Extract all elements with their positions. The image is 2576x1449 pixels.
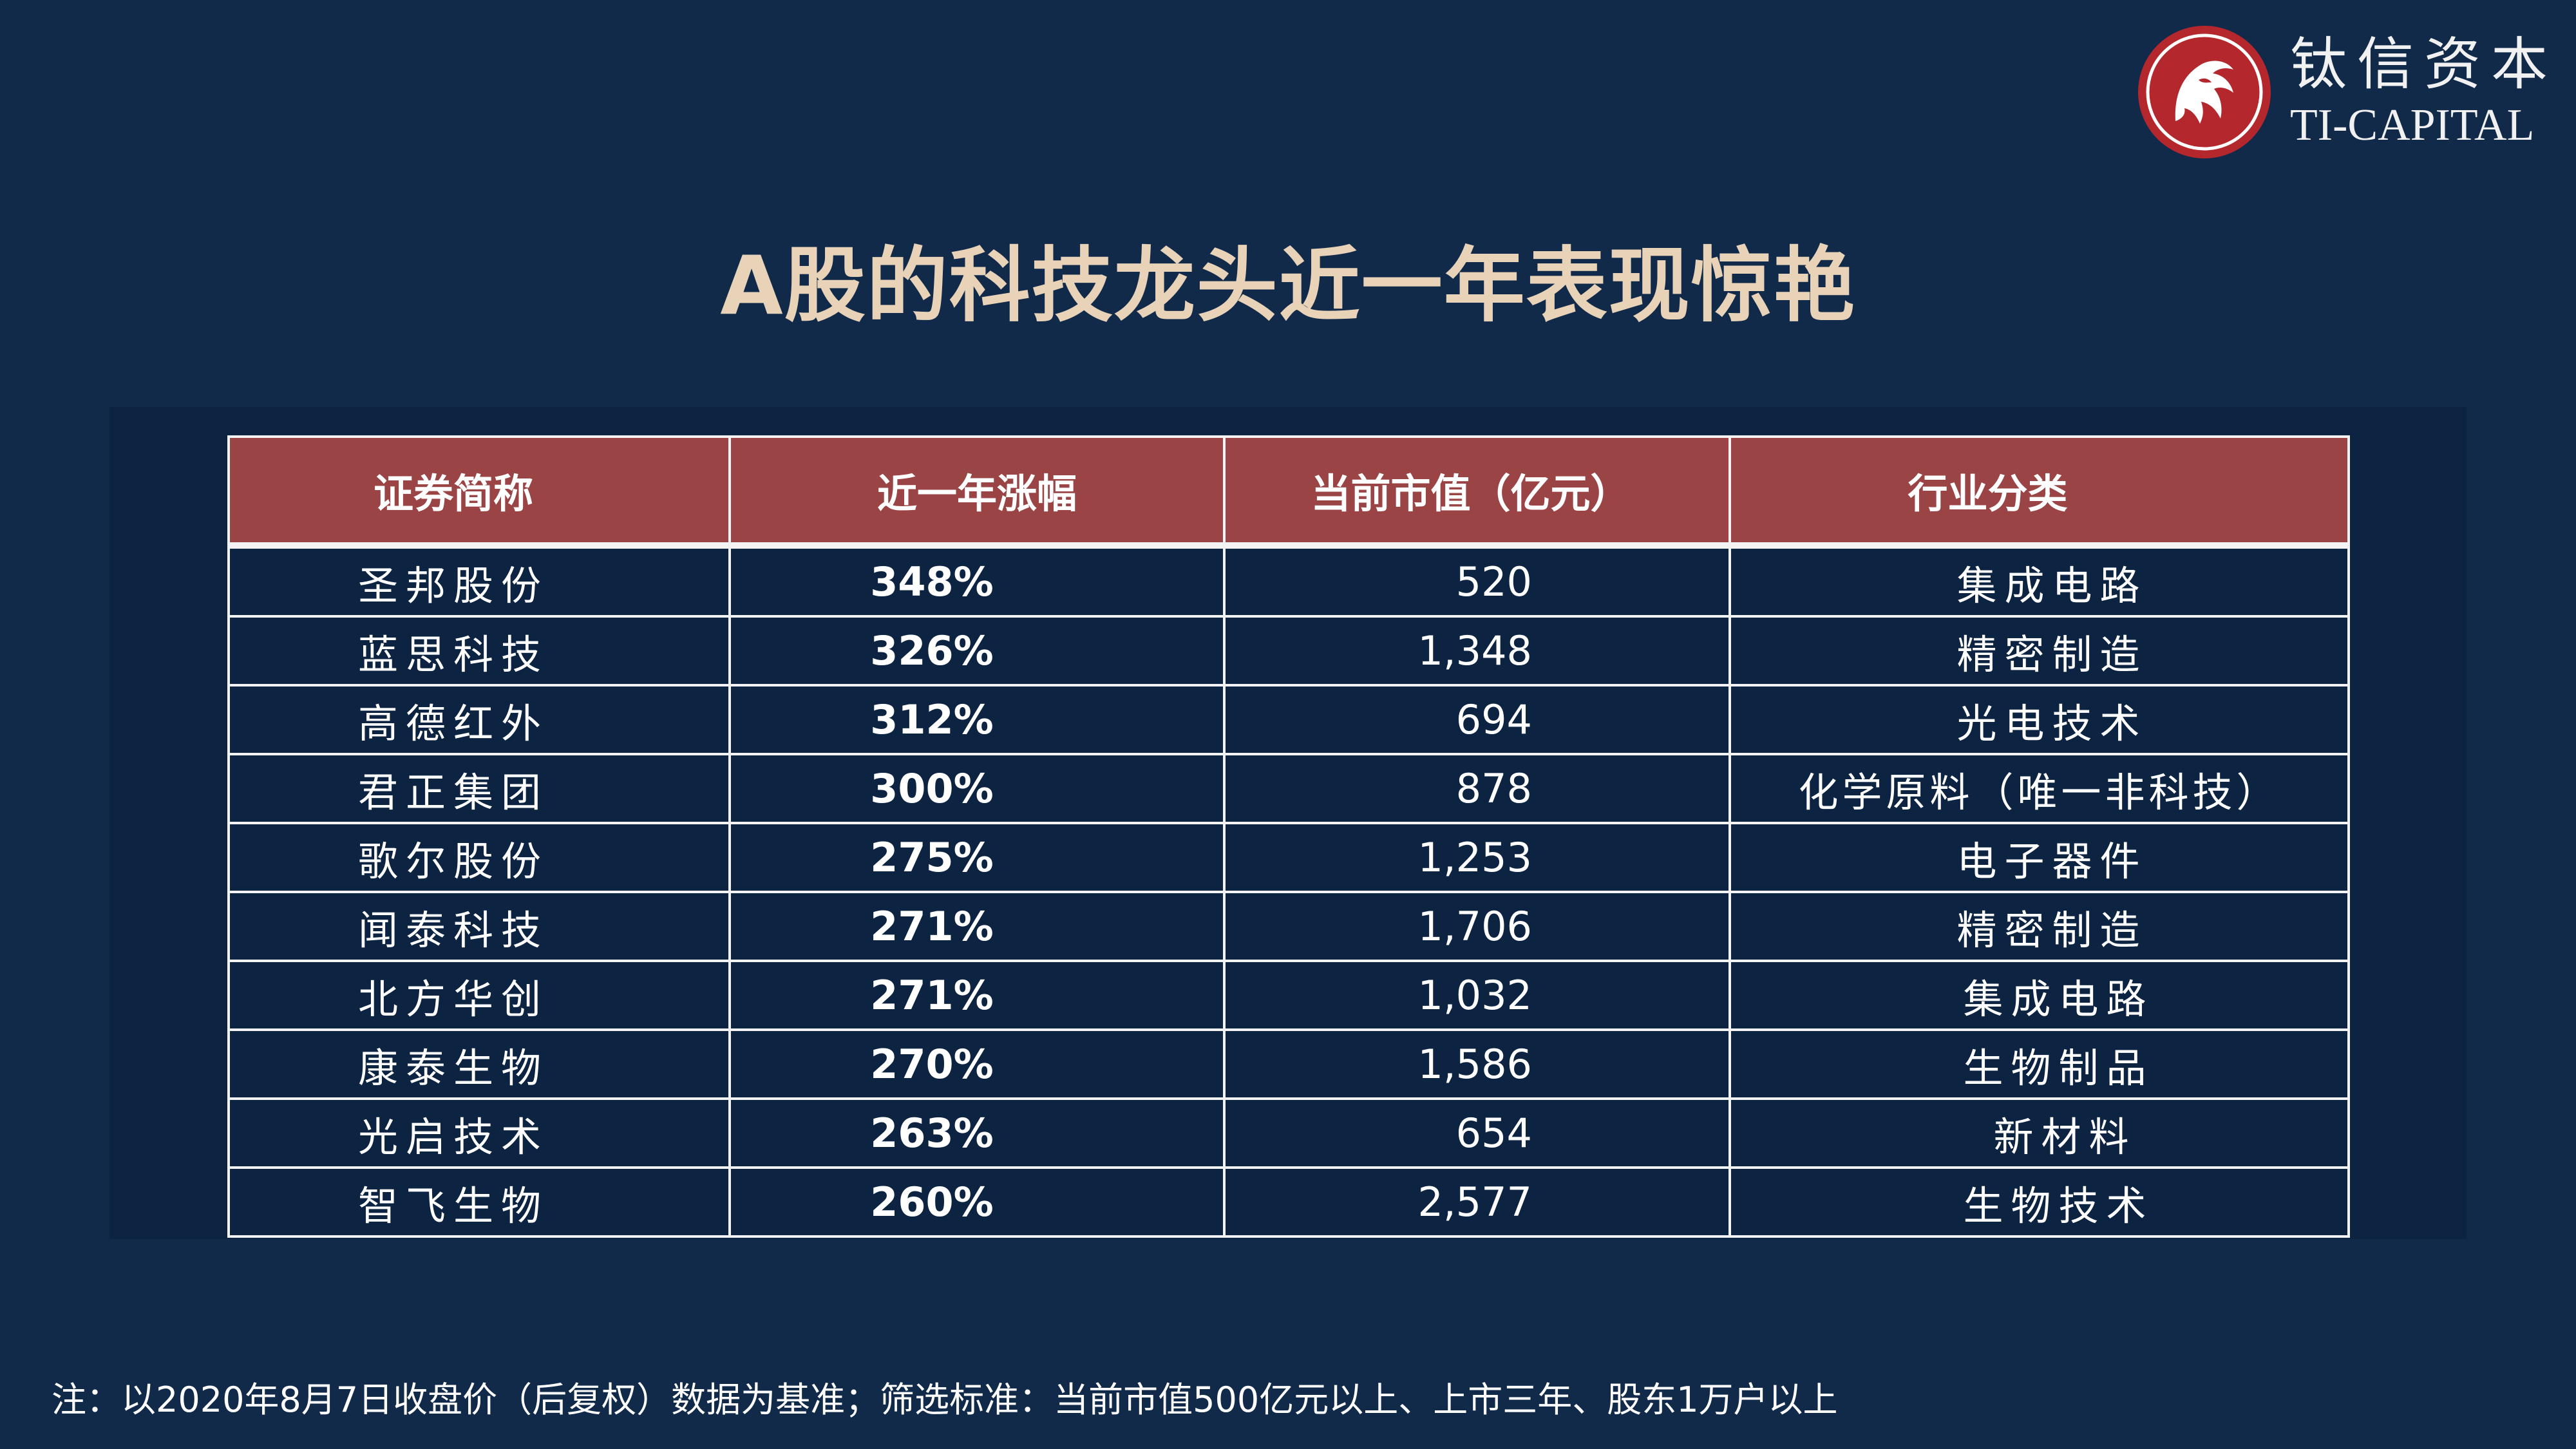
header-industry: 行业分类 bbox=[1728, 435, 2350, 549]
company-logo: 钛信资本 TI-CAPITAL bbox=[2137, 24, 2549, 160]
table-row: 智飞生物 260% 2,577 生物技术 bbox=[227, 1166, 2350, 1238]
cell-one-year-gain: 271% bbox=[728, 960, 1226, 1031]
cell-market-cap: 1,586 bbox=[1223, 1028, 1731, 1100]
table-row: 北方华创 271% 1,032 集成电路 bbox=[227, 960, 2350, 1031]
cell-one-year-gain: 263% bbox=[728, 1097, 1226, 1169]
cell-one-year-gain: 300% bbox=[728, 753, 1226, 824]
cell-market-cap: 878 bbox=[1223, 753, 1731, 824]
cell-security-name: 北方华创 bbox=[227, 960, 731, 1031]
logo-english-name: TI-CAPITAL bbox=[2290, 100, 2535, 150]
cell-industry: 生物技术 bbox=[1728, 1166, 2350, 1238]
cell-one-year-gain: 271% bbox=[728, 891, 1226, 962]
cell-security-name: 君正集团 bbox=[227, 753, 731, 824]
cell-one-year-gain: 348% bbox=[728, 544, 1226, 618]
cell-industry: 精密制造 bbox=[1728, 891, 2350, 962]
cell-market-cap: 1,032 bbox=[1223, 960, 1731, 1031]
footnote: 注：以2020年8月7日收盘价（后复权）数据为基准；筛选标准：当前市值500亿元… bbox=[52, 1379, 1838, 1420]
page-title: A股的科技龙头近一年表现惊艳 bbox=[720, 238, 1856, 333]
cell-security-name: 歌尔股份 bbox=[227, 822, 731, 893]
cell-market-cap: 1,348 bbox=[1223, 615, 1731, 687]
cell-one-year-gain: 260% bbox=[728, 1166, 1226, 1238]
cell-market-cap: 654 bbox=[1223, 1097, 1731, 1169]
table-row: 高德红外 312% 694 光电技术 bbox=[227, 684, 2350, 755]
cell-market-cap: 2,577 bbox=[1223, 1166, 1731, 1238]
cell-industry: 电子器件 bbox=[1728, 822, 2350, 893]
cell-market-cap: 1,253 bbox=[1223, 822, 1731, 893]
cell-industry: 集成电路 bbox=[1728, 544, 2350, 618]
table-row: 康泰生物 270% 1,586 生物制品 bbox=[227, 1028, 2350, 1100]
cell-industry: 新材料 bbox=[1728, 1097, 2350, 1169]
cell-industry: 化学原料（唯一非科技） bbox=[1728, 753, 2350, 824]
stock-performance-table: 证券简称 近一年涨幅 当前市值（亿元） 行业分类 圣邦股份 348% 520 集… bbox=[227, 435, 2350, 1238]
cell-industry: 光电技术 bbox=[1728, 684, 2350, 755]
header-one-year-gain: 近一年涨幅 bbox=[728, 435, 1226, 549]
table-row: 歌尔股份 275% 1,253 电子器件 bbox=[227, 822, 2350, 893]
table-row: 君正集团 300% 878 化学原料（唯一非科技） bbox=[227, 753, 2350, 824]
table-row: 闻泰科技 271% 1,706 精密制造 bbox=[227, 891, 2350, 962]
cell-industry: 集成电路 bbox=[1728, 960, 2350, 1031]
cell-one-year-gain: 270% bbox=[728, 1028, 1226, 1100]
table-header-row: 证券简称 近一年涨幅 当前市值（亿元） 行业分类 bbox=[227, 435, 2350, 549]
cell-industry: 精密制造 bbox=[1728, 615, 2350, 687]
cell-one-year-gain: 326% bbox=[728, 615, 1226, 687]
cell-security-name: 高德红外 bbox=[227, 684, 731, 755]
cell-market-cap: 520 bbox=[1223, 544, 1731, 618]
header-security-name: 证券简称 bbox=[227, 435, 731, 549]
cell-security-name: 康泰生物 bbox=[227, 1028, 731, 1100]
cell-market-cap: 694 bbox=[1223, 684, 1731, 755]
header-market-cap: 当前市值（亿元） bbox=[1223, 435, 1731, 549]
cell-one-year-gain: 312% bbox=[728, 684, 1226, 755]
table-row: 圣邦股份 348% 520 集成电路 bbox=[227, 544, 2350, 618]
cell-security-name: 智飞生物 bbox=[227, 1166, 731, 1238]
cell-one-year-gain: 275% bbox=[728, 822, 1226, 893]
table-row: 光启技术 263% 654 新材料 bbox=[227, 1097, 2350, 1169]
cell-security-name: 光启技术 bbox=[227, 1097, 731, 1169]
table-row: 蓝思科技 326% 1,348 精密制造 bbox=[227, 615, 2350, 687]
lion-emblem-icon bbox=[2138, 26, 2271, 158]
cell-industry: 生物制品 bbox=[1728, 1028, 2350, 1100]
cell-market-cap: 1,706 bbox=[1223, 891, 1731, 962]
cell-security-name: 闻泰科技 bbox=[227, 891, 731, 962]
cell-security-name: 蓝思科技 bbox=[227, 615, 731, 687]
logo-chinese-name: 钛信资本 bbox=[2290, 31, 2559, 97]
cell-security-name: 圣邦股份 bbox=[227, 544, 731, 618]
